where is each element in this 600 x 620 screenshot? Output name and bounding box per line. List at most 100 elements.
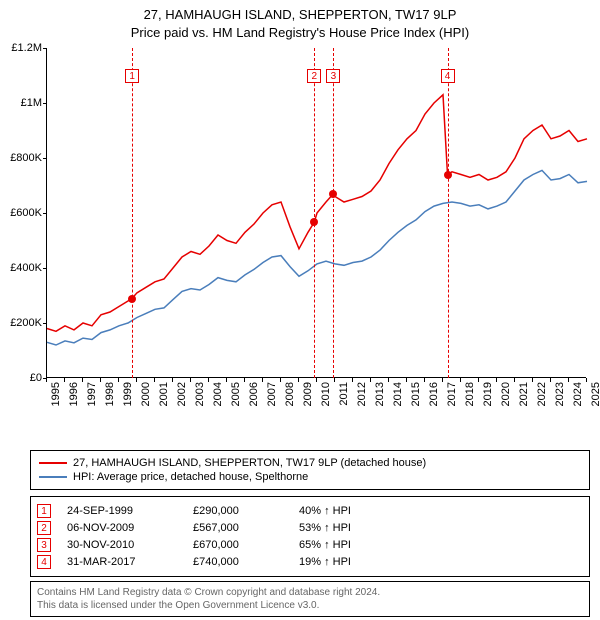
x-tick-label: 2019: [482, 382, 494, 406]
legend-row: HPI: Average price, detached house, Spel…: [39, 471, 581, 483]
sale-pct: 53% ↑ HPI: [299, 522, 389, 534]
x-tick-mark: [100, 378, 101, 382]
x-tick-label: 2000: [140, 382, 152, 406]
y-tick-label: £1.2M: [0, 42, 42, 54]
sale-row-marker: 4: [37, 555, 51, 569]
x-tick-label: 2003: [194, 382, 206, 406]
x-tick-mark: [532, 378, 533, 382]
plot-region: 1 23 4: [46, 48, 586, 378]
x-tick-label: 2001: [158, 382, 170, 406]
legend-box: 27, HAMHAUGH ISLAND, SHEPPERTON, TW17 9L…: [30, 450, 590, 490]
sale-row-marker: 1: [37, 504, 51, 518]
sales-table: 1 24-SEP-1999 £290,000 40% ↑ HPI 2 06-NOV-200…: [30, 496, 590, 577]
sale-row: 330-NOV-2010£670,00065% ↑ HPI: [37, 538, 583, 552]
sale-marker-box: 1: [125, 69, 139, 83]
sale-row-marker: 2: [37, 521, 51, 535]
title-line-2: Price paid vs. HM Land Registry's House …: [0, 24, 600, 42]
x-tick-label: 1995: [50, 382, 62, 406]
x-tick-mark: [460, 378, 461, 382]
chart-title: 27, HAMHAUGH ISLAND, SHEPPERTON, TW17 9L…: [0, 0, 600, 42]
x-tick-label: 2014: [392, 382, 404, 406]
y-tick-label: £0: [0, 372, 42, 384]
legend-label: HPI: Average price, detached house, Spel…: [73, 471, 308, 483]
x-tick-mark: [316, 378, 317, 382]
title-line-1: 27, HAMHAUGH ISLAND, SHEPPERTON, TW17 9L…: [0, 6, 600, 24]
x-tick-mark: [244, 378, 245, 382]
legend-swatch: [39, 476, 67, 478]
sale-pct: 40% ↑ HPI: [299, 505, 389, 517]
sale-price: £290,000: [193, 505, 283, 517]
x-tick-mark: [208, 378, 209, 382]
sale-row: 206-NOV-2009£567,00053% ↑ HPI: [37, 521, 583, 535]
sale-point: [128, 295, 136, 303]
x-tick-label: 2006: [248, 382, 260, 406]
legend-label: 27, HAMHAUGH ISLAND, SHEPPERTON, TW17 9L…: [73, 457, 426, 469]
x-tick-mark: [172, 378, 173, 382]
x-tick-label: 1998: [104, 382, 116, 406]
x-tick-mark: [424, 378, 425, 382]
x-tick-mark: [334, 378, 335, 382]
sale-point: [444, 171, 452, 179]
x-tick-mark: [370, 378, 371, 382]
y-tick-mark: [43, 158, 47, 159]
sale-row: 1 24-SEP-1999 £290,000 40% ↑ HPI: [37, 504, 583, 518]
x-tick-label: 2002: [176, 382, 188, 406]
x-tick-mark: [406, 378, 407, 382]
x-tick-mark: [118, 378, 119, 382]
sale-vline: [448, 48, 449, 378]
y-tick-label: £400K: [0, 262, 42, 274]
x-tick-label: 2004: [212, 382, 224, 406]
x-tick-label: 2011: [338, 382, 350, 406]
y-tick-mark: [43, 268, 47, 269]
x-tick-label: 2008: [284, 382, 296, 406]
sale-point: [310, 218, 318, 226]
x-tick-label: 2025: [590, 382, 600, 406]
sale-vline: [132, 48, 133, 378]
x-tick-mark: [442, 378, 443, 382]
sale-marker-box: 3: [326, 69, 340, 83]
y-tick-mark: [43, 48, 47, 49]
x-tick-mark: [64, 378, 65, 382]
y-tick-label: £200K: [0, 317, 42, 329]
sale-row-marker: 3: [37, 538, 51, 552]
x-tick-label: 2020: [500, 382, 512, 406]
x-tick-mark: [586, 378, 587, 382]
sale-vline: [333, 48, 334, 378]
x-tick-mark: [298, 378, 299, 382]
x-tick-mark: [154, 378, 155, 382]
x-tick-mark: [46, 378, 47, 382]
x-tick-label: 2017: [446, 382, 458, 406]
x-tick-mark: [550, 378, 551, 382]
x-tick-mark: [262, 378, 263, 382]
x-tick-mark: [82, 378, 83, 382]
x-tick-mark: [568, 378, 569, 382]
x-tick-mark: [352, 378, 353, 382]
legend-row: 27, HAMHAUGH ISLAND, SHEPPERTON, TW17 9L…: [39, 457, 581, 469]
footer-line-2: This data is licensed under the Open Gov…: [37, 599, 583, 612]
x-tick-label: 2015: [410, 382, 422, 406]
sale-pct: 19% ↑ HPI: [299, 556, 389, 568]
y-tick-label: £600K: [0, 207, 42, 219]
y-tick-mark: [43, 103, 47, 104]
x-tick-label: 1997: [86, 382, 98, 406]
chart-svg: [47, 48, 587, 378]
x-tick-label: 2024: [572, 382, 584, 406]
x-tick-mark: [226, 378, 227, 382]
sale-point: [329, 190, 337, 198]
x-tick-label: 2021: [518, 382, 530, 406]
sale-price: £670,000: [193, 539, 283, 551]
sale-pct: 65% ↑ HPI: [299, 539, 389, 551]
sale-marker-box: 2: [307, 69, 321, 83]
sale-marker-box: 4: [441, 69, 455, 83]
x-tick-mark: [136, 378, 137, 382]
sale-date: 06-NOV-2009: [67, 522, 177, 534]
x-tick-label: 1996: [68, 382, 80, 406]
sale-price: £740,000: [193, 556, 283, 568]
sale-date: 24-SEP-1999: [67, 505, 177, 517]
x-tick-label: 2023: [554, 382, 566, 406]
y-tick-label: £800K: [0, 152, 42, 164]
x-tick-label: 2005: [230, 382, 242, 406]
x-tick-mark: [478, 378, 479, 382]
x-tick-mark: [280, 378, 281, 382]
y-tick-label: £1M: [0, 97, 42, 109]
